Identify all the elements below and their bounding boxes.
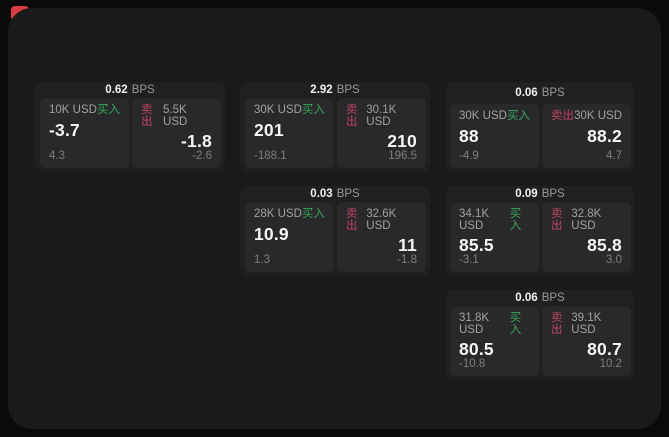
sell-side-label: 卖出	[346, 104, 358, 128]
quote-card: 0.06 BPS 30K USD 买入 88 -4.9 卖出	[445, 82, 635, 172]
card-header: 0.06 BPS	[445, 82, 635, 104]
sell-size: 5.5K USD	[163, 104, 188, 128]
sell-panel[interactable]: 卖出 32.8K USD 85.8 3.0	[542, 202, 631, 272]
buy-size: 31.8K USD	[459, 312, 490, 336]
card-body: 28K USD 买入 10.9 1.3 卖出 32.6K USD 11 -1.8	[240, 202, 430, 276]
sell-side-label: 卖出	[141, 104, 153, 128]
spread-value: 0.06	[515, 292, 538, 305]
sell-size: 39.1K USD	[571, 312, 602, 336]
spread-value: 2.92	[310, 84, 333, 97]
buy-side-label: 买入	[302, 208, 325, 220]
quote-card: 2.92 BPS 30K USD 买入 201 -188.1 卖出	[240, 82, 430, 172]
card-header: 0.62 BPS	[35, 82, 225, 98]
sell-delta: 196.5	[388, 149, 417, 162]
buy-size: 30K USD	[254, 104, 302, 116]
buy-side-label: 买入	[302, 104, 325, 116]
buy-price: -3.7	[49, 119, 80, 140]
buy-delta: -188.1	[254, 149, 287, 162]
buy-price: 201	[254, 119, 284, 140]
sell-delta: 10.2	[599, 357, 622, 370]
sell-price: 80.7	[587, 339, 622, 359]
buy-panel[interactable]: 30K USD 买入 88 -4.9	[450, 104, 539, 168]
sell-panel[interactable]: 卖出 30.1K USD 210 196.5	[337, 98, 426, 168]
buy-delta: 1.3	[254, 253, 270, 266]
buy-panel[interactable]: 34.1K USD 买入 85.5 -3.1	[450, 202, 539, 272]
buy-delta: -3.1	[459, 253, 479, 266]
sell-delta: 3.0	[606, 253, 622, 266]
quote-card: 0.62 BPS 10K USD 买入 -3.7 4.3 卖出	[35, 82, 225, 172]
card-header: 0.06 BPS	[445, 290, 635, 306]
buy-delta: -10.8	[459, 357, 486, 370]
sell-side-label: 卖出	[551, 312, 563, 336]
sell-panel[interactable]: 卖出 5.5K USD -1.8 -2.6	[132, 98, 221, 168]
sell-side-label: 卖出	[551, 208, 563, 232]
buy-price: 85.5	[459, 235, 494, 255]
buy-panel[interactable]: 30K USD 买入 201 -188.1	[245, 98, 334, 168]
sell-panel[interactable]: 卖出 32.6K USD 11 -1.8	[337, 202, 426, 272]
spread-unit: BPS	[541, 188, 565, 201]
buy-size: 30K USD	[459, 110, 507, 122]
card-header: 2.92 BPS	[240, 82, 430, 98]
card-header: 0.03 BPS	[240, 186, 430, 202]
card-header: 0.09 BPS	[445, 186, 635, 202]
sell-price: 85.8	[587, 235, 622, 255]
buy-size: 10K USD	[49, 104, 97, 116]
spread-unit: BPS	[541, 292, 565, 305]
card-body: 31.8K USD 买入 80.5 -10.8 卖出 39.1K USD 80.…	[445, 306, 635, 380]
quote-card: 0.09 BPS 34.1K USD 买入 85.5 -3.1 卖出	[445, 186, 635, 276]
sell-size: 32.6K USD	[366, 208, 397, 232]
spread-unit: BPS	[336, 84, 360, 97]
sell-delta: 4.7	[606, 149, 622, 162]
sell-size: 32.8K USD	[571, 208, 602, 232]
sell-delta: -2.6	[192, 149, 212, 162]
card-body: 34.1K USD 买入 85.5 -3.1 卖出 32.8K USD 85.8…	[445, 202, 635, 276]
sell-side-label: 卖出	[551, 110, 574, 122]
spread-unit: BPS	[131, 84, 155, 97]
quote-grid: 0.62 BPS 10K USD 买入 -3.7 4.3 卖出	[35, 82, 635, 380]
sell-panel[interactable]: 卖出 39.1K USD 80.7 10.2	[542, 306, 631, 376]
buy-price: 80.5	[459, 339, 494, 359]
sell-side-label: 卖出	[346, 208, 358, 232]
sell-panel[interactable]: 卖出 30K USD 88.2 4.7	[542, 104, 631, 168]
card-body: 30K USD 买入 88 -4.9 卖出 30K USD 88.2 4.7	[445, 104, 635, 172]
spread-value: 0.06	[515, 87, 538, 100]
buy-side-label: 买入	[509, 312, 522, 336]
buy-price: 10.9	[254, 223, 289, 244]
buy-panel[interactable]: 31.8K USD 买入 80.5 -10.8	[450, 306, 539, 376]
spread-value: 0.03	[310, 188, 333, 201]
spread-unit: BPS	[541, 87, 565, 100]
sell-size: 30K USD	[574, 110, 622, 122]
sell-delta: -1.8	[397, 253, 417, 266]
buy-panel[interactable]: 10K USD 买入 -3.7 4.3	[40, 98, 129, 168]
buy-delta: -4.9	[459, 149, 479, 162]
quotes-surface: 0.62 BPS 10K USD 买入 -3.7 4.3 卖出	[8, 8, 661, 429]
buy-side-label: 买入	[509, 208, 522, 232]
card-body: 10K USD 买入 -3.7 4.3 卖出 5.5K USD -1.8 -2.…	[35, 98, 225, 172]
buy-size: 28K USD	[254, 208, 302, 220]
spread-value: 0.62	[105, 84, 128, 97]
sell-size: 30.1K USD	[366, 104, 397, 128]
sell-price: 88.2	[587, 125, 622, 146]
spread-value: 0.09	[515, 188, 538, 201]
sell-price: 11	[398, 235, 417, 255]
sell-price: -1.8	[181, 131, 212, 151]
card-body: 30K USD 买入 201 -188.1 卖出 30.1K USD 210 1…	[240, 98, 430, 172]
sell-price: 210	[387, 131, 417, 151]
buy-panel[interactable]: 28K USD 买入 10.9 1.3	[245, 202, 334, 272]
spread-unit: BPS	[336, 188, 360, 201]
buy-delta: 4.3	[49, 149, 65, 162]
buy-side-label: 买入	[507, 110, 530, 122]
buy-size: 34.1K USD	[459, 208, 490, 232]
quote-card: 0.03 BPS 28K USD 买入 10.9 1.3 卖出	[240, 186, 430, 276]
quote-card: 0.06 BPS 31.8K USD 买入 80.5 -10.8 卖	[445, 290, 635, 380]
buy-side-label: 买入	[97, 104, 120, 116]
buy-price: 88	[459, 125, 479, 146]
